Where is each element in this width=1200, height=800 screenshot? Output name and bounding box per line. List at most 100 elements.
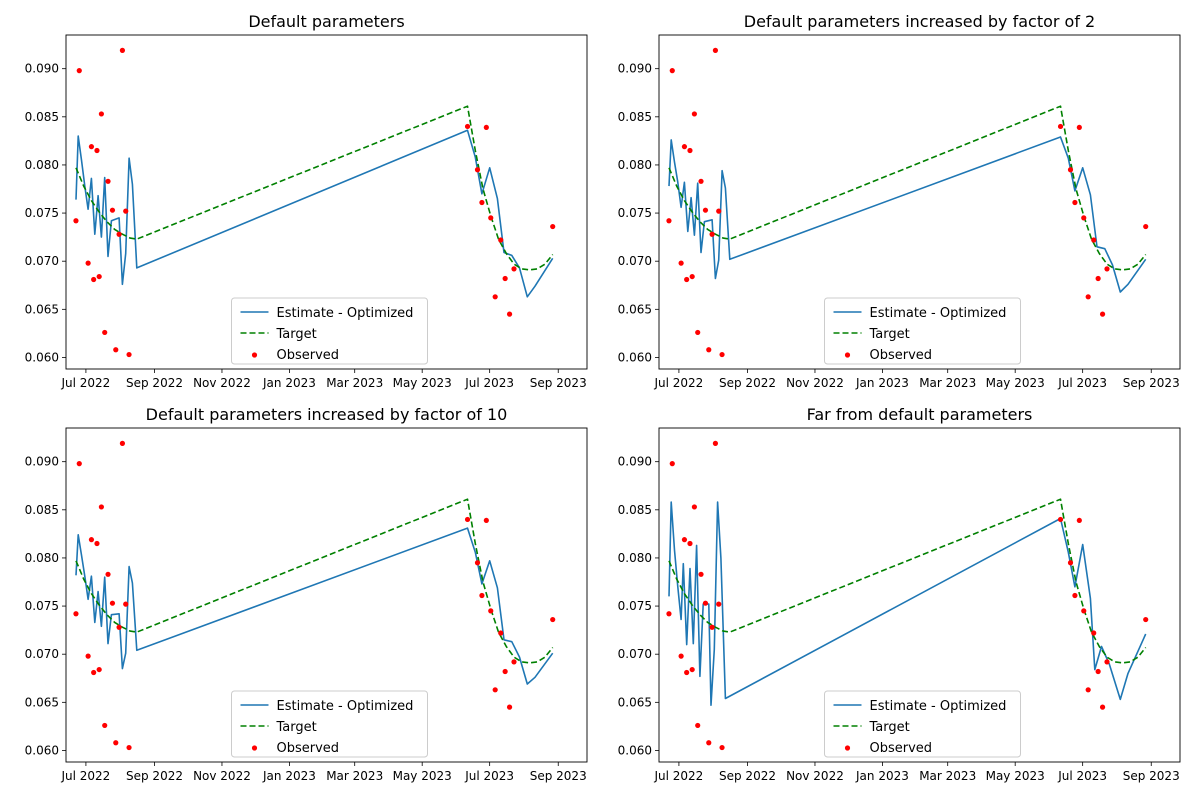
observed-point (712, 47, 719, 54)
observed-point (687, 147, 693, 154)
observed-point (687, 540, 693, 547)
legend-estimate-label: Estimate - Optimized (277, 699, 414, 714)
observed-point (1095, 275, 1101, 282)
legend-target-label: Target (869, 327, 910, 342)
x-tick-label: Sep 2022 (126, 769, 183, 783)
observed-point (666, 218, 672, 224)
x-tick-label: Mar 2023 (919, 376, 976, 390)
observed-point (698, 178, 704, 184)
y-tick-label: 0.060 (618, 743, 652, 757)
observed-point (94, 540, 100, 547)
observed-point (498, 237, 504, 243)
observed-point (88, 537, 95, 543)
observed-point (105, 571, 111, 577)
observed-point (691, 504, 697, 510)
y-tick-label: 0.080 (618, 158, 652, 172)
observed-point (474, 167, 481, 173)
observed-point (681, 537, 688, 543)
y-tick-label: 0.065 (618, 695, 652, 709)
observed-point (669, 68, 675, 74)
observed-point (98, 111, 104, 117)
x-tick-label: Jul 2023 (1057, 376, 1107, 390)
observed-point (550, 223, 556, 230)
legend-observed-swatch (844, 352, 851, 358)
target-line (75, 498, 554, 664)
y-tick-label: 0.080 (618, 551, 652, 565)
observed-point (85, 260, 91, 266)
observed-point (498, 630, 504, 636)
observed-point (1085, 294, 1091, 300)
legend: Estimate - Optimized Target Observed (231, 297, 428, 365)
observed-point (702, 600, 709, 606)
observed-point (123, 601, 129, 607)
y-tick-label: 0.090 (618, 62, 652, 76)
observed-point (488, 608, 494, 614)
legend-estimate-label: Estimate - Optimized (870, 306, 1007, 321)
observed-point (698, 571, 704, 577)
observed-point (678, 653, 684, 659)
y-tick-label: 0.075 (618, 206, 652, 220)
legend: Estimate - Optimized Target Observed (824, 690, 1021, 758)
observed-point (1057, 123, 1064, 130)
y-tick-label: 0.060 (25, 350, 59, 364)
observed-point (76, 68, 82, 74)
x-tick-label: May 2023 (986, 769, 1045, 783)
legend-box (824, 297, 1021, 365)
estimate-line (75, 527, 554, 685)
y-tick-label: 0.080 (25, 551, 59, 565)
observed-point (479, 592, 485, 599)
observed-point (119, 47, 126, 54)
observed-point (511, 266, 517, 272)
observed-point (706, 740, 712, 746)
observed-point (1072, 592, 1078, 599)
x-tick-label: May 2023 (393, 376, 452, 390)
observed-point (709, 624, 715, 630)
observed-point (88, 144, 95, 150)
target-line (75, 105, 554, 271)
x-tick-label: Jan 2023 (262, 769, 316, 783)
y-tick-label: 0.065 (618, 302, 652, 316)
observed-point (479, 199, 485, 206)
observed-point (666, 611, 672, 617)
x-tick-label: Sep 2023 (530, 769, 587, 783)
legend-target-label: Target (276, 720, 317, 735)
chart-panel-2: Default parameters increased by factor o… (618, 12, 1181, 390)
observed-point (1081, 215, 1087, 221)
x-tick-label: Nov 2022 (193, 769, 251, 783)
observed-point (712, 440, 719, 447)
observed-point (1067, 167, 1074, 173)
x-tick-label: May 2023 (986, 376, 1045, 390)
observed-point (73, 611, 79, 617)
observed-point (73, 218, 79, 224)
legend-target-label: Target (276, 327, 317, 342)
observed-point (113, 347, 119, 353)
observed-point (709, 231, 715, 237)
observed-point (1091, 630, 1097, 636)
observed-point (96, 273, 102, 280)
observed-point (113, 740, 119, 746)
legend-estimate-label: Estimate - Optimized (870, 699, 1007, 714)
x-tick-label: Jan 2023 (262, 376, 316, 390)
legend-observed-label: Observed (870, 348, 933, 363)
observed-point (98, 504, 104, 510)
y-tick-label: 0.085 (25, 503, 59, 517)
observed-point (1057, 516, 1064, 523)
chart-panel-1: Default parameters 0.060 0.065 0.070 0.075 0.… (25, 12, 588, 390)
x-tick-label: Sep 2022 (719, 769, 776, 783)
chart-title: Default parameters (248, 12, 404, 31)
chart-panel-4: Far from default parameters 0.060 0.065 0.0… (618, 405, 1181, 783)
axes-frame (658, 427, 1181, 763)
y-tick-label: 0.090 (25, 455, 59, 469)
observed-point (502, 275, 508, 282)
x-tick-label: Jan 2023 (855, 376, 909, 390)
observed-point (506, 704, 513, 710)
x-tick-label: Mar 2023 (326, 769, 383, 783)
observed-point (695, 329, 701, 336)
observed-point (126, 744, 132, 751)
y-tick-label: 0.090 (25, 62, 59, 76)
x-tick-label: Mar 2023 (919, 769, 976, 783)
legend-box (231, 297, 428, 365)
y-tick-label: 0.065 (25, 695, 59, 709)
y-tick-label: 0.065 (25, 302, 59, 316)
chart-title: Default parameters increased by factor o… (146, 405, 508, 424)
